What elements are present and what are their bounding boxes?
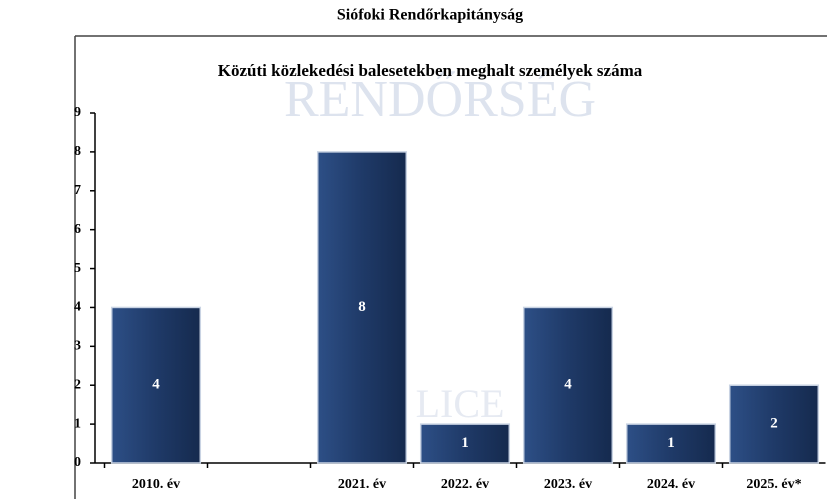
data-label: 1 [461,435,469,451]
chart-title: Közúti közlekedési balesetekben meghalt … [218,61,643,80]
frame [74,35,827,499]
data-label: 2 [770,416,778,432]
bar [625,423,717,464]
y-tick-label: 6 [74,222,81,237]
x-tick-label: 2024. év [647,477,695,492]
bar [522,306,614,464]
x-tick-label: 2022. év [441,477,489,492]
bar [728,384,820,464]
y-tick-label: 4 [74,300,81,315]
y-tick-label: 1 [74,416,81,431]
y-tick-label: 0 [74,455,81,470]
data-label: 4 [564,377,572,393]
x-tick-label: 2023. év [544,477,592,492]
y-tick-label: 3 [74,339,81,354]
y-tick-label: 9 [74,105,81,120]
bar [316,151,408,464]
bar [419,423,511,464]
x-tick-label: 2010. év [132,477,180,492]
y-tick-label: 8 [74,144,81,159]
y-tick-label: 7 [74,183,81,198]
data-label: 4 [152,377,160,393]
x-tick-label: 2025. év* [746,477,801,492]
x-tick-label: 2021. év [338,477,386,492]
watermark: LICE [416,381,505,426]
data-label: 8 [358,299,366,315]
header: Siófoki Rendőrkapitányság [337,7,523,24]
y-tick-label: 5 [74,261,81,276]
data-label: 1 [667,435,675,451]
y-tick-label: 2 [74,377,81,392]
bar [110,306,202,464]
watermark: RENDŐRSÉG [284,70,596,128]
